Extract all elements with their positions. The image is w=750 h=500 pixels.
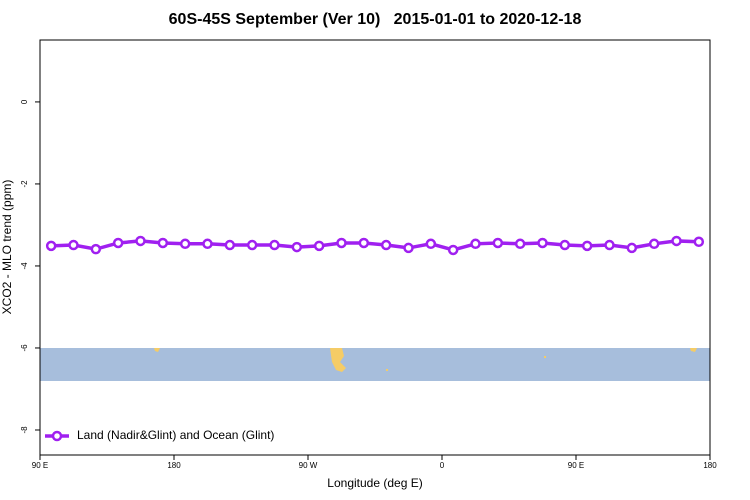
x-tick-label: 180 [167,461,181,470]
land [386,369,388,371]
x-tick-label: 90 E [568,461,584,470]
point [403,242,414,254]
point [269,239,280,251]
point [693,236,705,248]
point [425,238,437,250]
point [224,239,236,251]
point [179,238,191,250]
x-tick-label: 0 [440,461,445,470]
point [246,239,258,251]
y-axis-label: XCO2 - MLO trend (ppm) [0,180,14,315]
line [51,239,699,252]
point [648,238,660,250]
land [690,348,697,352]
point [626,242,638,254]
y-tick-label: 0 [20,99,29,104]
legend-marker [51,430,63,442]
point [514,238,526,250]
land [330,348,346,372]
x-tick-label: 90 W [299,461,318,470]
point [380,239,392,251]
point [90,243,102,255]
point [492,237,504,249]
plot-frame [39,39,711,456]
point [313,240,325,252]
y-tick-label: -4 [20,262,29,270]
point [581,240,593,252]
chart-title: 60S-45S September (Ver 10) 2015-01-01 to… [169,11,582,28]
point [68,239,79,251]
point [291,241,303,253]
point [537,237,548,249]
point [112,237,124,249]
x-axis-label: Longitude (deg E) [327,476,422,490]
legend-label: Land (Nadir&Glint) and Ocean (Glint) [77,428,274,442]
point [157,237,169,249]
x-tick-label: 90 E [32,461,48,470]
x-tick-label: 180 [703,461,717,470]
point [45,240,57,252]
point [470,238,481,250]
point [202,238,213,250]
y-tick-label: -2 [20,180,29,188]
point [336,237,347,249]
point [604,239,615,251]
land [544,356,546,358]
y-tick-label: -8 [20,426,29,434]
map-strip [40,348,710,381]
ocean-band [40,348,710,381]
point [358,237,370,249]
land [154,348,160,352]
point [559,239,571,251]
point [135,235,146,247]
point [447,244,459,256]
point [671,235,682,247]
y-tick-label: -6 [20,344,29,352]
